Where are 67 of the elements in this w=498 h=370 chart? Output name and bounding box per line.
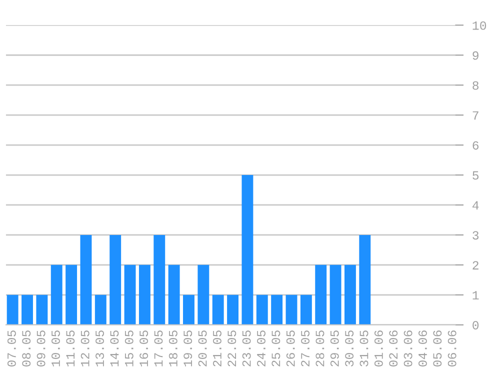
bar: [6, 294, 18, 325]
bar: [138, 264, 150, 325]
bar: [300, 294, 312, 325]
bar: [36, 294, 48, 325]
x-tick-label: 27.05: [301, 330, 310, 366]
y-tick-label: 4: [472, 201, 479, 210]
x-tick-label: 12.05: [80, 330, 90, 366]
x-tick-label: 19.05: [184, 330, 192, 366]
y-tick-label: 2: [472, 261, 478, 270]
y-tick-label: 0: [472, 321, 479, 330]
x-tick-label: 14.05: [110, 330, 119, 366]
bar: [94, 294, 106, 325]
x-tick-label: 06.06: [448, 330, 456, 366]
x-tick-label: 16.05: [140, 330, 148, 366]
bar: [198, 264, 210, 325]
x-tick-label: 08.05: [22, 330, 31, 366]
bar: [359, 234, 371, 325]
x-tick-label: 23.05: [242, 330, 251, 366]
y-tick-label: 1: [472, 291, 479, 300]
x-tick-label: 05.06: [433, 330, 442, 366]
x-tick-label: 13.05: [96, 330, 104, 366]
x-tick-label: 29.05: [330, 330, 339, 366]
x-tick-label: 11.05: [66, 330, 75, 366]
x-tick-label: 28.05: [316, 330, 324, 366]
x-tick-label: 10.05: [51, 330, 60, 366]
bar: [286, 294, 298, 325]
bar: [330, 264, 342, 325]
x-tick-label: 22.05: [228, 330, 236, 366]
x-tick-label: 25.05: [272, 330, 280, 366]
y-tick-label: 5: [472, 171, 479, 180]
bar: [271, 294, 283, 325]
bar: [66, 264, 78, 325]
bar: [154, 234, 166, 325]
y-tick-label: 8: [472, 81, 479, 90]
bar: [183, 294, 194, 325]
bar: [227, 294, 238, 325]
x-tick-label: 07.05: [7, 330, 16, 366]
x-tick-label: 09.05: [36, 330, 46, 366]
bar: [344, 264, 356, 325]
bar: [124, 264, 136, 325]
bar: [256, 294, 268, 325]
bar: [168, 264, 180, 325]
x-tick-label: 04.06: [418, 330, 427, 366]
x-tick-label: 20.05: [198, 330, 207, 366]
x-tick-label: 31.05: [360, 330, 368, 366]
x-tick-label: 17.05: [154, 330, 163, 366]
x-tick-label: 21.05: [212, 330, 222, 366]
bar: [110, 234, 122, 325]
bar: [315, 264, 327, 325]
y-tick-label: 10: [472, 21, 486, 30]
x-tick-label: 15.05: [124, 330, 134, 366]
x-tick-label: 26.05: [286, 330, 295, 366]
bar: [212, 294, 224, 325]
x-tick-label: 02.06: [389, 330, 398, 366]
bar: [80, 234, 92, 325]
y-tick-label: 9: [472, 51, 478, 60]
y-tick-label: 6: [472, 141, 479, 150]
x-tick-label: 30.05: [345, 330, 354, 366]
x-tick-label: 18.05: [168, 330, 178, 366]
y-tick-label: 7: [472, 111, 478, 120]
bar: [22, 294, 33, 325]
bar: [242, 175, 254, 325]
x-tick-label: 01.06: [374, 330, 383, 366]
bar: [50, 264, 62, 325]
y-tick-label: 3: [472, 231, 479, 240]
x-tick-label: 24.05: [257, 330, 266, 366]
x-tick-label: 03.06: [404, 330, 412, 366]
